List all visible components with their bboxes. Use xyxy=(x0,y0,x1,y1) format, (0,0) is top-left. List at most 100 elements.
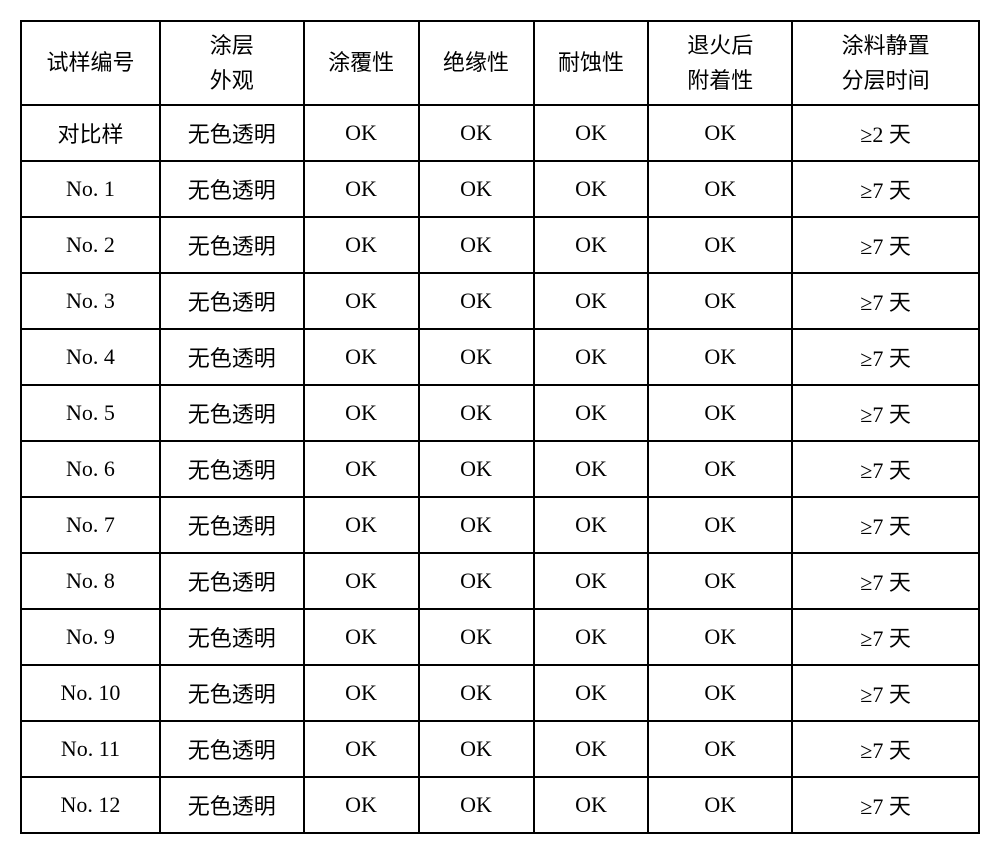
table-row: No. 10无色透明OKOKOKOK≥7 天 xyxy=(21,665,979,721)
table-cell: OK xyxy=(304,161,419,217)
col-header-sample-id: 试样编号 xyxy=(21,21,160,105)
table-cell: OK xyxy=(534,385,649,441)
table-cell: OK xyxy=(419,721,534,777)
table-row: No. 9无色透明OKOKOKOK≥7 天 xyxy=(21,609,979,665)
table-cell: ≥7 天 xyxy=(792,441,979,497)
table-cell: OK xyxy=(534,609,649,665)
table-cell: OK xyxy=(648,273,792,329)
table-row: 对比样无色透明OKOKOKOK≥2 天 xyxy=(21,105,979,161)
table-cell: OK xyxy=(648,161,792,217)
table-cell: No. 11 xyxy=(21,721,160,777)
col-header-settling-time: 涂料静置 分层时间 xyxy=(792,21,979,105)
table-cell: 无色透明 xyxy=(160,329,304,385)
table-cell: No. 6 xyxy=(21,441,160,497)
table-cell: OK xyxy=(534,161,649,217)
table-cell: OK xyxy=(304,497,419,553)
table-cell: 无色透明 xyxy=(160,441,304,497)
table-cell: OK xyxy=(304,329,419,385)
table-cell: OK xyxy=(534,441,649,497)
table-row: No. 5无色透明OKOKOKOK≥7 天 xyxy=(21,385,979,441)
table-cell: 对比样 xyxy=(21,105,160,161)
table-cell: ≥7 天 xyxy=(792,273,979,329)
table-cell: ≥7 天 xyxy=(792,609,979,665)
table-cell: OK xyxy=(534,329,649,385)
table-cell: No. 1 xyxy=(21,161,160,217)
table-row: No. 7无色透明OKOKOKOK≥7 天 xyxy=(21,497,979,553)
test-results-table: 试样编号 涂层 外观 涂覆性 绝缘性 耐蚀性 退火后 附着性 xyxy=(20,20,980,834)
col-header-line1: 试样编号 xyxy=(22,45,159,80)
table-cell: OK xyxy=(419,441,534,497)
table-cell: No. 9 xyxy=(21,609,160,665)
table-cell: OK xyxy=(534,217,649,273)
table-row: No. 8无色透明OKOKOKOK≥7 天 xyxy=(21,553,979,609)
table-cell: No. 8 xyxy=(21,553,160,609)
col-header-line1: 绝缘性 xyxy=(420,45,533,80)
table-cell: OK xyxy=(648,553,792,609)
col-header-coating: 涂覆性 xyxy=(304,21,419,105)
table-cell: No. 3 xyxy=(21,273,160,329)
table-cell: OK xyxy=(419,161,534,217)
table-cell: ≥7 天 xyxy=(792,497,979,553)
table-cell: No. 5 xyxy=(21,385,160,441)
col-header-line2: 附着性 xyxy=(649,63,791,98)
table-row: No. 3无色透明OKOKOKOK≥7 天 xyxy=(21,273,979,329)
col-header-line1: 耐蚀性 xyxy=(535,45,648,80)
col-header-insulation: 绝缘性 xyxy=(419,21,534,105)
table-cell: OK xyxy=(534,497,649,553)
table-cell: OK xyxy=(419,329,534,385)
table-cell: OK xyxy=(534,665,649,721)
table-cell: ≥7 天 xyxy=(792,329,979,385)
col-header-line2: 分层时间 xyxy=(793,63,978,98)
table-cell: OK xyxy=(648,385,792,441)
table-cell: 无色透明 xyxy=(160,721,304,777)
table-cell: OK xyxy=(304,441,419,497)
table-cell: OK xyxy=(304,721,419,777)
col-header-line1: 涂覆性 xyxy=(305,45,418,80)
col-header-line2: 外观 xyxy=(161,63,303,98)
table-cell: No. 2 xyxy=(21,217,160,273)
table-cell: OK xyxy=(419,609,534,665)
col-header-line1: 涂料静置 xyxy=(793,28,978,63)
table-cell: OK xyxy=(419,217,534,273)
table-cell: OK xyxy=(648,497,792,553)
table-cell: OK xyxy=(304,217,419,273)
table-cell: ≥2 天 xyxy=(792,105,979,161)
table-cell: ≥7 天 xyxy=(792,553,979,609)
table-cell: 无色透明 xyxy=(160,105,304,161)
table-cell: OK xyxy=(304,665,419,721)
col-header-corrosion: 耐蚀性 xyxy=(534,21,649,105)
table-cell: OK xyxy=(419,273,534,329)
table-cell: OK xyxy=(648,721,792,777)
table-row: No. 6无色透明OKOKOKOK≥7 天 xyxy=(21,441,979,497)
table-cell: 无色透明 xyxy=(160,553,304,609)
col-header-line1: 涂层 xyxy=(161,28,303,63)
table-header: 试样编号 涂层 外观 涂覆性 绝缘性 耐蚀性 退火后 附着性 xyxy=(21,21,979,105)
table-cell: OK xyxy=(419,553,534,609)
table-cell: 无色透明 xyxy=(160,497,304,553)
test-results-table-container: 试样编号 涂层 外观 涂覆性 绝缘性 耐蚀性 退火后 附着性 xyxy=(20,20,980,834)
table-cell: OK xyxy=(304,273,419,329)
table-cell: OK xyxy=(534,105,649,161)
table-cell: OK xyxy=(648,329,792,385)
table-cell: OK xyxy=(304,105,419,161)
table-cell: OK xyxy=(304,385,419,441)
table-cell: 无色透明 xyxy=(160,665,304,721)
table-cell: 无色透明 xyxy=(160,609,304,665)
table-cell: ≥7 天 xyxy=(792,217,979,273)
table-cell: ≥7 天 xyxy=(792,385,979,441)
table-cell: OK xyxy=(534,273,649,329)
table-cell: 无色透明 xyxy=(160,273,304,329)
table-cell: OK xyxy=(648,441,792,497)
table-cell: ≥7 天 xyxy=(792,161,979,217)
table-cell: No. 10 xyxy=(21,665,160,721)
table-cell: OK xyxy=(648,665,792,721)
table-cell: 无色透明 xyxy=(160,385,304,441)
table-row: No. 2无色透明OKOKOKOK≥7 天 xyxy=(21,217,979,273)
table-cell: 无色透明 xyxy=(160,217,304,273)
table-cell: OK xyxy=(304,553,419,609)
col-header-adhesion: 退火后 附着性 xyxy=(648,21,792,105)
table-header-row: 试样编号 涂层 外观 涂覆性 绝缘性 耐蚀性 退火后 附着性 xyxy=(21,21,979,105)
col-header-appearance: 涂层 外观 xyxy=(160,21,304,105)
table-cell: OK xyxy=(534,721,649,777)
table-cell: OK xyxy=(419,105,534,161)
